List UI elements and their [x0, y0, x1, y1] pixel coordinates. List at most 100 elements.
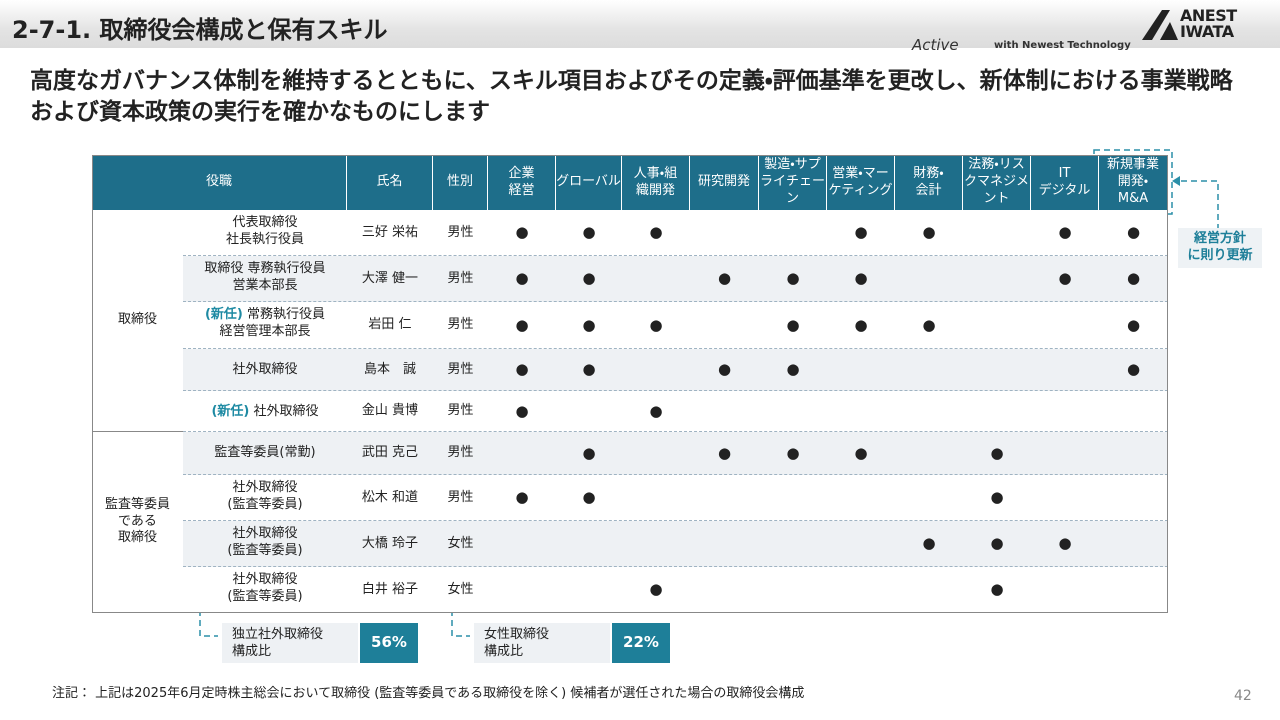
skill-dot: ●	[1126, 360, 1141, 379]
tagline-mark: Active	[912, 36, 959, 54]
skill-dot: ●	[786, 315, 800, 334]
column-header: 製造・サプ ライチェー ン	[759, 155, 827, 210]
skill-dot: ●	[515, 401, 529, 420]
skill-dot: ●	[922, 534, 936, 553]
skill-dot: ●	[582, 443, 596, 462]
table-row	[183, 567, 1168, 613]
skill-dot: ●	[582, 360, 596, 379]
skill-dot: ●	[515, 269, 529, 288]
position-cell: 社外取締役 (監査等委員)	[183, 521, 347, 567]
footnote: 注記： 上記は2025年6月定時株主総会において取締役 (監査等委員である取締役…	[52, 686, 805, 701]
group-cell: 監査等委員 である 取締役	[92, 432, 183, 613]
skill-dot: ●	[717, 269, 732, 288]
gender-cell: 男性	[447, 317, 474, 333]
position: 取締役 専務執行役員 営業本部長	[204, 261, 326, 293]
title-bar	[0, 0, 1280, 48]
name-cell: 大橋 玲子	[361, 535, 419, 551]
position-cell: 監査等委員(常勤)	[183, 432, 347, 475]
table-row	[183, 391, 1168, 432]
gender-cell: 男性	[447, 224, 474, 240]
page-number: 42	[1234, 688, 1252, 704]
column-header: 性別	[433, 155, 488, 210]
tagline: with Newest Technology	[994, 40, 1131, 51]
position-cell: 社外取締役 (監査等委員)	[183, 567, 347, 613]
skill-dot: ●	[717, 360, 732, 379]
name-cell: 岩田 仁	[368, 317, 412, 333]
name-cell: 松木 和道	[361, 489, 419, 505]
ratio-value: 56%	[360, 623, 418, 663]
position-cell: (新任) 常務執行役員 経営管理本部長	[183, 302, 347, 349]
name-cell: 三好 栄祐	[361, 224, 419, 240]
skill-dot: ●	[990, 580, 1004, 599]
skill-dot: ●	[1126, 269, 1141, 288]
side-note: 経営方針 に則り更新	[1178, 228, 1262, 268]
skill-dot: ●	[854, 269, 868, 288]
table-row	[183, 302, 1168, 349]
column-header: 人事・組 織開発	[622, 155, 690, 210]
name-cell: 白井 裕子	[361, 581, 419, 597]
skill-dot: ●	[649, 223, 663, 242]
headline: 高度なガバナンス体制を維持するとともに、スキル項目およびその定義・評価基準を更改…	[30, 68, 1233, 125]
column-header: 営業・マー ケティング	[827, 155, 895, 210]
name-cell: 武田 克己	[361, 445, 419, 461]
table-row	[183, 521, 1168, 567]
new-badge: (新任)	[211, 404, 250, 419]
group-cell: 取締役	[92, 210, 183, 432]
skill-dot: ●	[1058, 269, 1072, 288]
position: 常務執行役員 経営管理本部長	[219, 307, 326, 339]
column-header: 役職	[92, 155, 347, 210]
skill-dot: ●	[990, 443, 1004, 462]
skill-dot: ●	[582, 223, 596, 242]
position: 監査等委員(常勤)	[214, 445, 316, 460]
slide-title: 2-7-1. 取締役会構成と保有スキル	[12, 16, 388, 44]
position: 社外取締役 (監査等委員)	[227, 572, 303, 604]
logo-mark	[1142, 10, 1178, 40]
position: 社外取締役	[253, 404, 319, 419]
skill-dot: ●	[582, 315, 596, 334]
skill-dot: ●	[515, 223, 529, 242]
skill-dot: ●	[854, 443, 868, 462]
gender-cell: 男性	[447, 361, 474, 377]
skill-dot: ●	[515, 360, 529, 379]
skill-dot: ●	[1126, 315, 1141, 334]
column-header: 研究開発	[690, 155, 759, 210]
ratio-label: 独立社外取締役 構成比	[222, 623, 358, 663]
skill-dot: ●	[990, 534, 1004, 553]
position-cell: (新任) 社外取締役	[183, 391, 347, 432]
table-row	[183, 210, 1168, 256]
gender-cell: 男性	[447, 445, 474, 461]
skill-dot: ●	[515, 488, 529, 507]
skill-dot: ●	[922, 315, 936, 334]
position-cell: 代表取締役 社長執行役員	[183, 210, 347, 256]
skill-dot: ●	[649, 401, 663, 420]
position: 代表取締役 社長執行役員	[225, 215, 304, 247]
position-cell: 社外取締役 (監査等委員)	[183, 475, 347, 521]
skill-dot: ●	[515, 315, 529, 334]
position: 社外取締役	[232, 362, 298, 377]
column-header: 法務・リス クマネジメ ント	[963, 155, 1031, 210]
gender-cell: 女性	[447, 581, 474, 597]
new-badge: (新任)	[204, 307, 243, 322]
skill-dot: ●	[649, 580, 663, 599]
table-row	[183, 432, 1168, 475]
position-cell: 社外取締役	[183, 349, 347, 391]
skill-dot: ●	[1126, 223, 1141, 242]
ratio-label: 女性取締役 構成比	[474, 623, 610, 663]
position: 社外取締役 (監査等委員)	[227, 480, 303, 512]
skill-dot: ●	[786, 360, 800, 379]
brand: ANEST IWATA	[1180, 6, 1237, 41]
column-header: 新規事業 開発・ M&A	[1099, 155, 1168, 210]
column-header: 氏名	[347, 155, 433, 210]
column-header: 財務・ 会計	[895, 155, 963, 210]
skill-dot: ●	[1058, 223, 1072, 242]
position: 社外取締役 (監査等委員)	[227, 526, 303, 558]
skill-dot: ●	[854, 315, 868, 334]
name-cell: 大澤 健一	[361, 270, 419, 286]
column-header: グローバル	[556, 155, 622, 210]
name-cell: 金山 貴博	[361, 403, 419, 419]
table-row	[183, 256, 1168, 302]
skill-dot: ●	[717, 443, 732, 462]
skill-dot: ●	[786, 443, 800, 462]
skill-dot: ●	[649, 315, 663, 334]
